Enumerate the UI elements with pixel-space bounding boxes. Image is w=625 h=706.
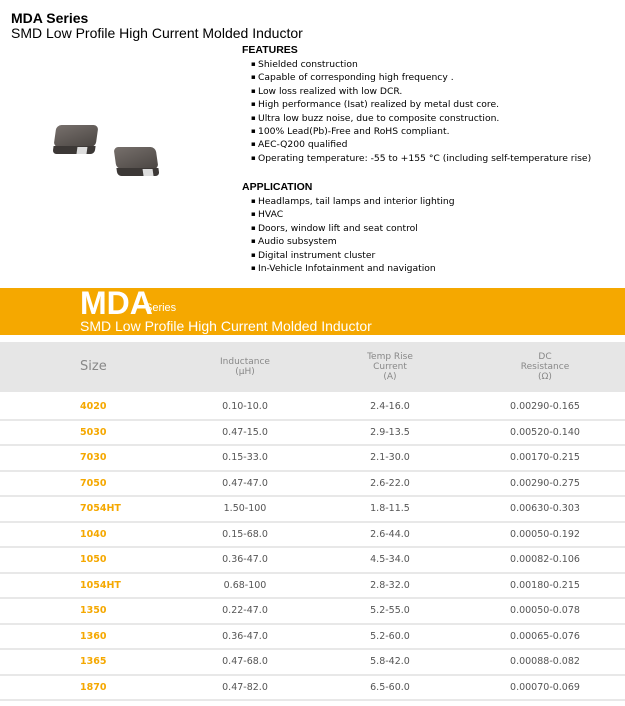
list-item: Shielded construction <box>251 58 591 71</box>
inductance-cell: 0.36-47.0 <box>222 630 268 642</box>
table-row: 1050 0.36-47.0 4.5-34.0 0.00082-0.106 <box>0 548 625 574</box>
current-cell: 2.6-22.0 <box>370 477 410 489</box>
resistance-cell: 0.00050-0.192 <box>510 528 580 540</box>
current-cell: 2.6-44.0 <box>370 528 410 540</box>
page-title: MDA Series <box>11 10 89 26</box>
header-dc-resistance: DC Resistance (Ω) <box>520 352 570 382</box>
resistance-cell: 0.00520-0.140 <box>510 426 580 438</box>
header-inductance: Inductance (μH) <box>220 357 270 377</box>
list-item: Ultra low buzz noise, due to composite c… <box>251 112 591 125</box>
table-row: 1040 0.15-68.0 2.6-44.0 0.00050-0.192 <box>0 523 625 548</box>
inductance-cell: 1.50-100 <box>223 503 267 514</box>
current-cell: 2.9-13.5 <box>370 426 410 438</box>
current-cell: 5.2-55.0 <box>370 605 410 616</box>
size-cell: 1054HT <box>80 579 121 591</box>
application-list: Headlamps, tail lamps and interior light… <box>242 195 455 275</box>
current-cell: 1.8-11.5 <box>370 503 410 514</box>
table-row: 1870 0.47-82.0 6.5-60.0 0.00070-0.069 <box>0 676 625 701</box>
size-cell: 1870 <box>80 681 107 693</box>
table-row: 5030 0.47-15.0 2.9-13.5 0.00520-0.140 <box>0 421 625 446</box>
current-cell: 2.1-30.0 <box>370 452 410 463</box>
inductance-cell: 0.10-10.0 <box>222 401 268 412</box>
product-image <box>52 125 175 185</box>
header-temp-rise-current: Temp Rise Current (A) <box>367 352 413 382</box>
resistance-cell: 0.00065-0.076 <box>510 630 580 642</box>
size-cell: 1360 <box>80 630 107 642</box>
resistance-cell: 0.00082-0.106 <box>510 554 580 565</box>
size-cell: 7050 <box>80 477 107 489</box>
size-cell: 1365 <box>80 656 107 667</box>
application-heading: APPLICATION <box>242 181 313 193</box>
header-size: Size <box>80 359 107 374</box>
list-item: AEC-Q200 qualified <box>251 138 591 151</box>
list-item: Operating temperature: -55 to +155 °C (i… <box>251 152 591 165</box>
resistance-cell: 0.00290-0.275 <box>510 477 580 489</box>
size-cell: 7054HT <box>80 503 121 514</box>
inductance-cell: 0.47-82.0 <box>222 681 268 693</box>
spec-table-body: 4020 0.10-10.0 2.4-16.0 0.00290-0.165 5030 0.… <box>0 395 625 701</box>
size-cell: 4020 <box>80 401 107 412</box>
inductor-chip-image <box>113 147 160 176</box>
table-row: 4020 0.10-10.0 2.4-16.0 0.00290-0.165 <box>0 395 625 421</box>
current-cell: 2.4-16.0 <box>370 401 410 412</box>
inductance-cell: 0.47-15.0 <box>222 426 268 438</box>
list-item: Headlamps, tail lamps and interior light… <box>251 195 455 208</box>
table-row: 1350 0.22-47.0 5.2-55.0 0.00050-0.078 <box>0 599 625 625</box>
current-cell: 2.8-32.0 <box>370 579 410 591</box>
resistance-cell: 0.00180-0.215 <box>510 579 580 591</box>
resistance-cell: 0.00050-0.078 <box>510 605 580 616</box>
banner-series-name: MDA <box>80 285 153 321</box>
inductance-cell: 0.68-100 <box>223 579 267 591</box>
table-row: 7050 0.47-47.0 2.6-22.0 0.00290-0.275 <box>0 472 625 497</box>
table-row: 1054HT 0.68-100 2.8-32.0 0.00180-0.215 <box>0 574 625 599</box>
current-cell: 6.5-60.0 <box>370 681 410 693</box>
current-cell: 4.5-34.0 <box>370 554 410 565</box>
resistance-cell: 0.00630-0.303 <box>510 503 580 514</box>
table-row: 1360 0.36-47.0 5.2-60.0 0.00065-0.076 <box>0 625 625 650</box>
page-subtitle: SMD Low Profile High Current Molded Indu… <box>11 25 303 41</box>
resistance-cell: 0.00070-0.069 <box>510 681 580 693</box>
list-item: Low loss realized with low DCR. <box>251 85 591 98</box>
inductance-cell: 0.15-33.0 <box>222 452 268 463</box>
banner-subtitle: SMD Low Profile High Current Molded Indu… <box>80 318 372 334</box>
features-list: Shielded constructionCapable of correspo… <box>242 58 591 165</box>
inductance-cell: 0.22-47.0 <box>222 605 268 616</box>
application-section: APPLICATION Headlamps, tail lamps and in… <box>242 181 455 275</box>
list-item: Capable of corresponding high frequency … <box>251 71 591 84</box>
size-cell: 7030 <box>80 452 107 463</box>
size-cell: 1050 <box>80 554 107 565</box>
list-item: In-Vehicle Infotainment and navigation <box>251 262 455 275</box>
resistance-cell: 0.00088-0.082 <box>510 656 580 667</box>
table-row: 1365 0.47-68.0 5.8-42.0 0.00088-0.082 <box>0 650 625 676</box>
inductance-cell: 0.47-47.0 <box>222 477 268 489</box>
list-item: High performance (Isat) realized by meta… <box>251 98 591 111</box>
features-section: FEATURES Shielded constructionCapable of… <box>242 44 591 165</box>
list-item: 100% Lead(Pb)-Free and RoHS compliant. <box>251 125 591 138</box>
banner-series-label: Series <box>145 302 177 314</box>
resistance-cell: 0.00170-0.215 <box>510 452 580 463</box>
size-cell: 1040 <box>80 528 107 540</box>
inductance-cell: 0.36-47.0 <box>222 554 268 565</box>
inductance-cell: 0.47-68.0 <box>222 656 268 667</box>
features-heading: FEATURES <box>242 44 298 56</box>
table-header: Size Inductance (μH) Temp Rise Current (… <box>0 342 625 392</box>
resistance-cell: 0.00290-0.165 <box>510 401 580 412</box>
table-row: 7054HT 1.50-100 1.8-11.5 0.00630-0.303 <box>0 497 625 523</box>
inductance-cell: 0.15-68.0 <box>222 528 268 540</box>
list-item: Doors, window lift and seat control <box>251 222 455 235</box>
current-cell: 5.8-42.0 <box>370 656 410 667</box>
list-item: HVAC <box>251 208 455 221</box>
current-cell: 5.2-60.0 <box>370 630 410 642</box>
list-item: Digital instrument cluster <box>251 249 455 262</box>
size-cell: 5030 <box>80 426 107 438</box>
table-row: 7030 0.15-33.0 2.1-30.0 0.00170-0.215 <box>0 446 625 472</box>
inductor-chip-image <box>52 125 99 154</box>
list-item: Audio subsystem <box>251 235 455 248</box>
size-cell: 1350 <box>80 605 107 616</box>
series-banner: MDA Series SMD Low Profile High Current … <box>0 285 625 335</box>
